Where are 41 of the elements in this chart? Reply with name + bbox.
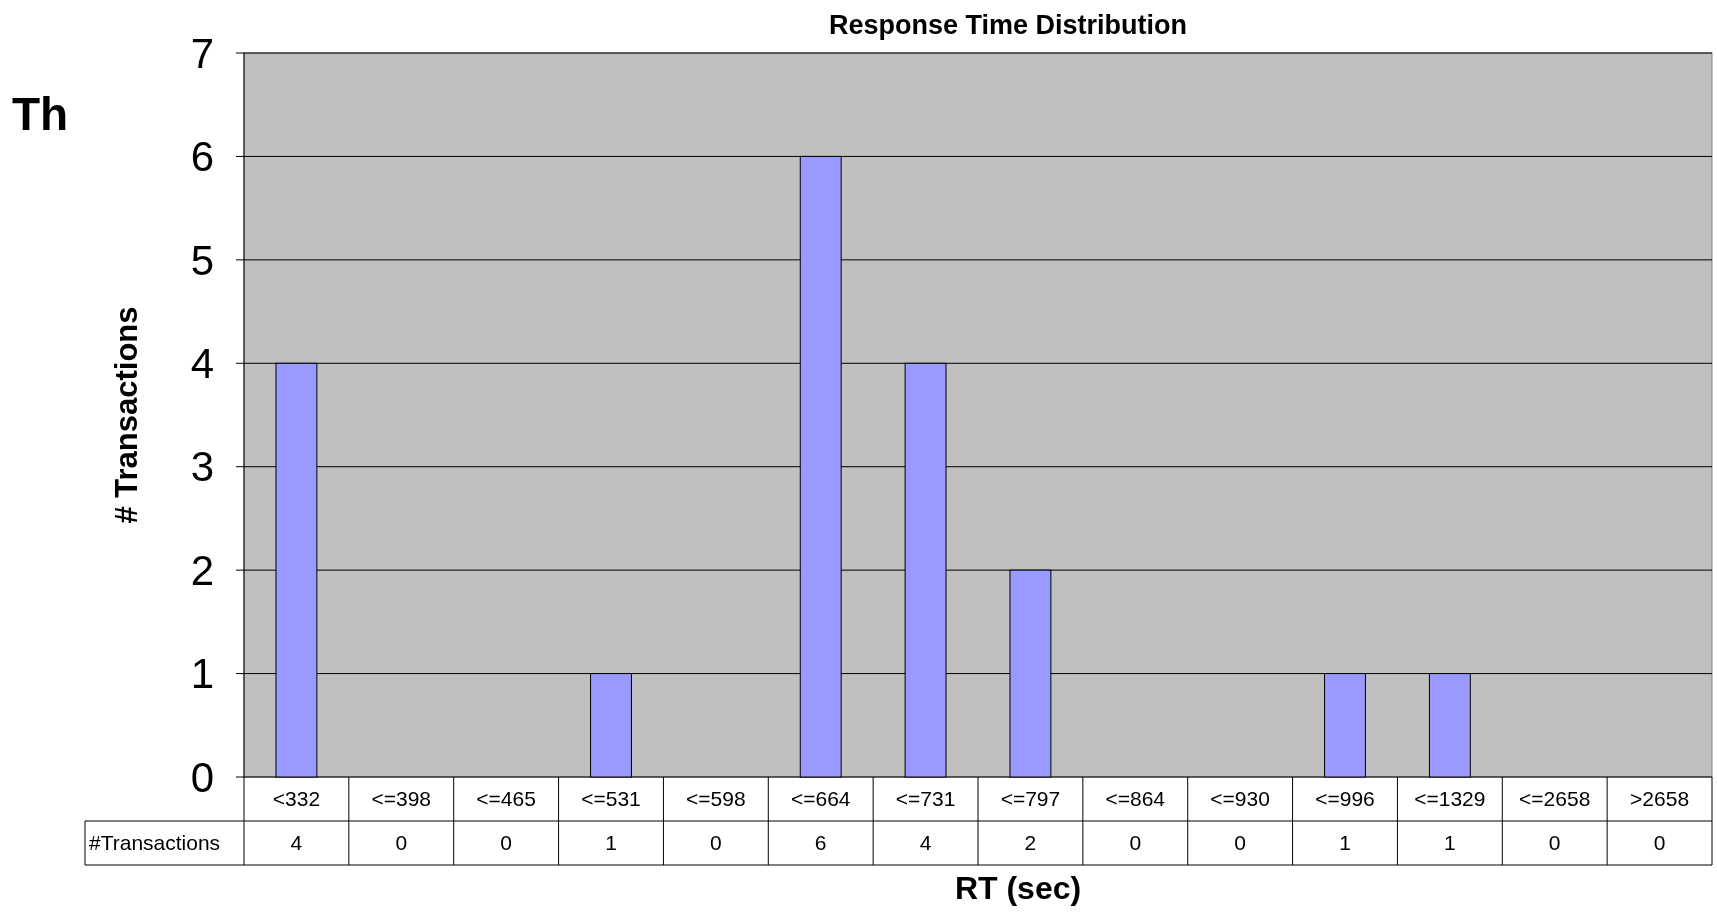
data-label: 0 <box>1653 831 1666 855</box>
legend-label: #Transactions <box>89 831 221 855</box>
data-label: 2 <box>1024 831 1037 855</box>
y-tick-label: 4 <box>190 339 214 387</box>
data-label: 4 <box>919 831 932 855</box>
x-axis-title: RT (sec) <box>954 870 1082 906</box>
x-tick-label: <=398 <box>371 787 432 811</box>
y-axis-title: # Transactions <box>109 306 144 524</box>
data-label: 0 <box>500 831 512 855</box>
y-tick-label: 1 <box>190 650 214 698</box>
data-label: 0 <box>1548 831 1561 855</box>
y-tick-label: 6 <box>190 133 214 181</box>
x-tick-label: <=664 <box>790 787 851 811</box>
y-tick-label: 2 <box>190 546 214 594</box>
x-tick-label: <=731 <box>895 787 956 811</box>
data-label: 0 <box>1129 831 1142 855</box>
x-tick-label: <=598 <box>686 787 746 811</box>
x-tick-label: <=864 <box>1105 787 1166 811</box>
x-tick-label: <=1329 <box>1414 787 1486 811</box>
y-tick-label: 5 <box>190 236 214 284</box>
data-label: 0 <box>1234 831 1246 855</box>
x-tick-label: <=531 <box>581 787 641 811</box>
data-label: 0 <box>395 831 408 855</box>
data-label: 6 <box>814 831 827 855</box>
x-tick-label: <=2658 <box>1519 787 1591 811</box>
y-tick-label: 7 <box>190 29 214 77</box>
x-tick-label: <=797 <box>1000 787 1061 811</box>
x-tick-label: <=996 <box>1315 787 1375 811</box>
y-tick-label: 0 <box>190 753 214 801</box>
x-tick-label: <=930 <box>1210 787 1270 811</box>
x-tick-label: <=465 <box>476 787 536 811</box>
x-tick-label: <332 <box>272 787 321 811</box>
x-tick-label: >2658 <box>1630 787 1690 811</box>
y-tick-label: 3 <box>190 443 214 491</box>
data-label: 0 <box>710 831 722 855</box>
data-label: 4 <box>290 831 303 855</box>
data-label: 1 <box>1339 831 1351 855</box>
data-label: 1 <box>1444 831 1456 855</box>
data-label: 1 <box>605 831 617 855</box>
chart-title: Response Time Distribution <box>828 10 1188 40</box>
text: Th <box>12 88 69 140</box>
